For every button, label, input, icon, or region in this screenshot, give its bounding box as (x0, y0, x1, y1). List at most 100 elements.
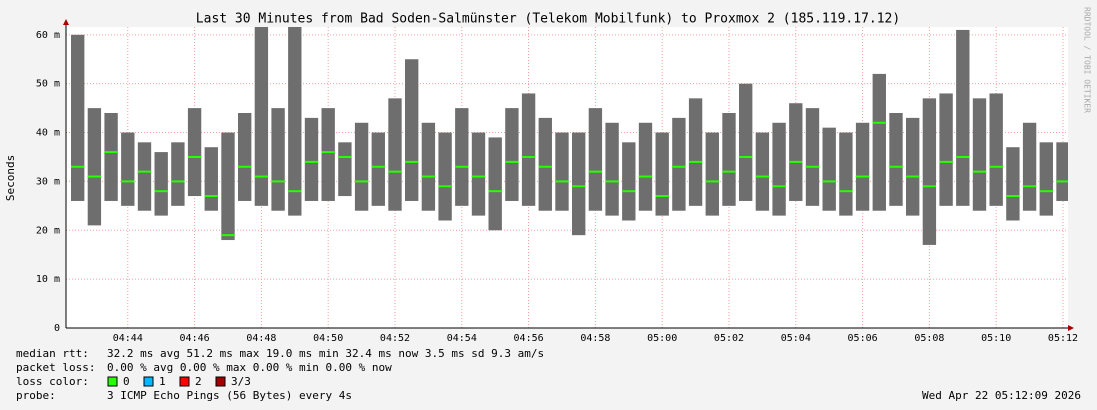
smoke-band (171, 142, 185, 206)
x-tick-label: 04:56 (514, 333, 544, 344)
x-tick-label: 04:44 (113, 333, 143, 344)
smoke-band (839, 132, 853, 216)
median-mark (872, 121, 886, 124)
smoke-band (521, 93, 536, 206)
smoke-band (572, 132, 586, 236)
smoke-band (538, 117, 552, 211)
median-mark (137, 170, 152, 173)
median-mark (889, 165, 903, 168)
smoke-band (588, 108, 603, 211)
median-mark (789, 160, 803, 163)
y-axis-label: Seconds (4, 155, 17, 201)
y-tick-label: 50 m (36, 79, 60, 90)
smoke-band (772, 122, 786, 216)
smoke-band (238, 113, 252, 201)
smoke-band (989, 93, 1003, 206)
smoke-band (855, 122, 870, 211)
median-mark (538, 165, 552, 168)
median-mark (805, 165, 820, 168)
median-mark (939, 160, 953, 163)
median-mark (688, 160, 703, 163)
median-mark (204, 195, 218, 198)
loss-label: loss color: (16, 375, 89, 388)
median-mark (638, 175, 653, 178)
smoke-band (872, 73, 886, 211)
median-mark (722, 170, 736, 173)
smoke-band (972, 98, 987, 211)
median-mark (87, 175, 102, 178)
median-mark (655, 195, 669, 198)
median-mark (388, 170, 402, 173)
timestamp: Wed Apr 22 05:12:09 2026 (922, 389, 1081, 402)
median-mark (822, 180, 836, 183)
median-mark (622, 190, 636, 193)
smoke-band (187, 108, 202, 197)
smoke-band (822, 127, 836, 211)
y-tick-label: 10 m (36, 274, 60, 285)
x-tick-label: 05:04 (781, 333, 811, 344)
probe-text: 3 ICMP Echo Pings (56 Bytes) every 4s (107, 389, 352, 402)
smoke-band (755, 132, 770, 211)
smoke-band (638, 122, 653, 211)
stat-text: 0.00 % avg 0.00 % max 0.00 % min 0.00 % … (107, 361, 392, 374)
smoke-band (889, 113, 903, 206)
median-mark (304, 160, 319, 163)
smoke-band (1039, 142, 1053, 216)
smoke-band (922, 98, 937, 245)
loss-swatch (107, 376, 118, 387)
median-mark (672, 165, 686, 168)
smoke-band (104, 113, 118, 201)
x-tick-label: 04:52 (380, 333, 410, 344)
x-tick-label: 04:54 (447, 333, 477, 344)
median-mark (572, 185, 586, 188)
x-tick-label: 04:58 (580, 333, 610, 344)
median-mark (1006, 195, 1020, 198)
median-mark (555, 180, 569, 183)
median-mark (254, 175, 269, 178)
x-tick-label: 05:10 (981, 333, 1011, 344)
chart-title: Last 30 Minutes from Bad Soden-Salmünste… (196, 12, 900, 27)
x-tick-label: 04:48 (246, 333, 276, 344)
loss-swatch (143, 376, 154, 387)
median-mark (1056, 180, 1068, 183)
median-mark (421, 175, 436, 178)
median-mark (438, 185, 452, 188)
smoke-band (388, 98, 402, 211)
median-mark (972, 170, 987, 173)
smoke-band (154, 152, 168, 216)
smoke-band (939, 93, 953, 206)
smoke-band (304, 117, 319, 201)
median-mark (705, 180, 719, 183)
smoke-band (438, 132, 452, 221)
y-tick-label: 20 m (36, 225, 60, 236)
median-mark (338, 155, 352, 158)
median-mark (271, 180, 285, 183)
smoke-band (271, 108, 285, 211)
probe-label: probe: (16, 389, 56, 402)
median-mark (288, 190, 302, 193)
median-mark (371, 165, 385, 168)
loss-name: 2 (195, 375, 202, 388)
smoke-band (672, 117, 686, 211)
x-tick-label: 05:06 (848, 333, 878, 344)
median-mark (839, 190, 853, 193)
x-tick-label: 05:12 (1048, 333, 1078, 344)
median-mark (956, 155, 970, 158)
median-mark (1039, 190, 1053, 193)
smoke-band (288, 27, 302, 216)
smoke-band (455, 108, 469, 206)
smoke-band (688, 98, 703, 206)
smoke-band (405, 59, 419, 201)
smoke-band (722, 113, 736, 206)
smoke-band (605, 122, 619, 216)
smoke-band (338, 142, 352, 197)
median-mark (471, 175, 486, 178)
smoke-band (505, 108, 519, 201)
y-tick-label: 60 m (36, 30, 60, 41)
smoke-band (488, 137, 502, 231)
smoke-band (254, 27, 269, 206)
x-tick-label: 04:46 (180, 333, 210, 344)
smoke-band (1022, 122, 1037, 211)
smoke-band (789, 103, 803, 201)
